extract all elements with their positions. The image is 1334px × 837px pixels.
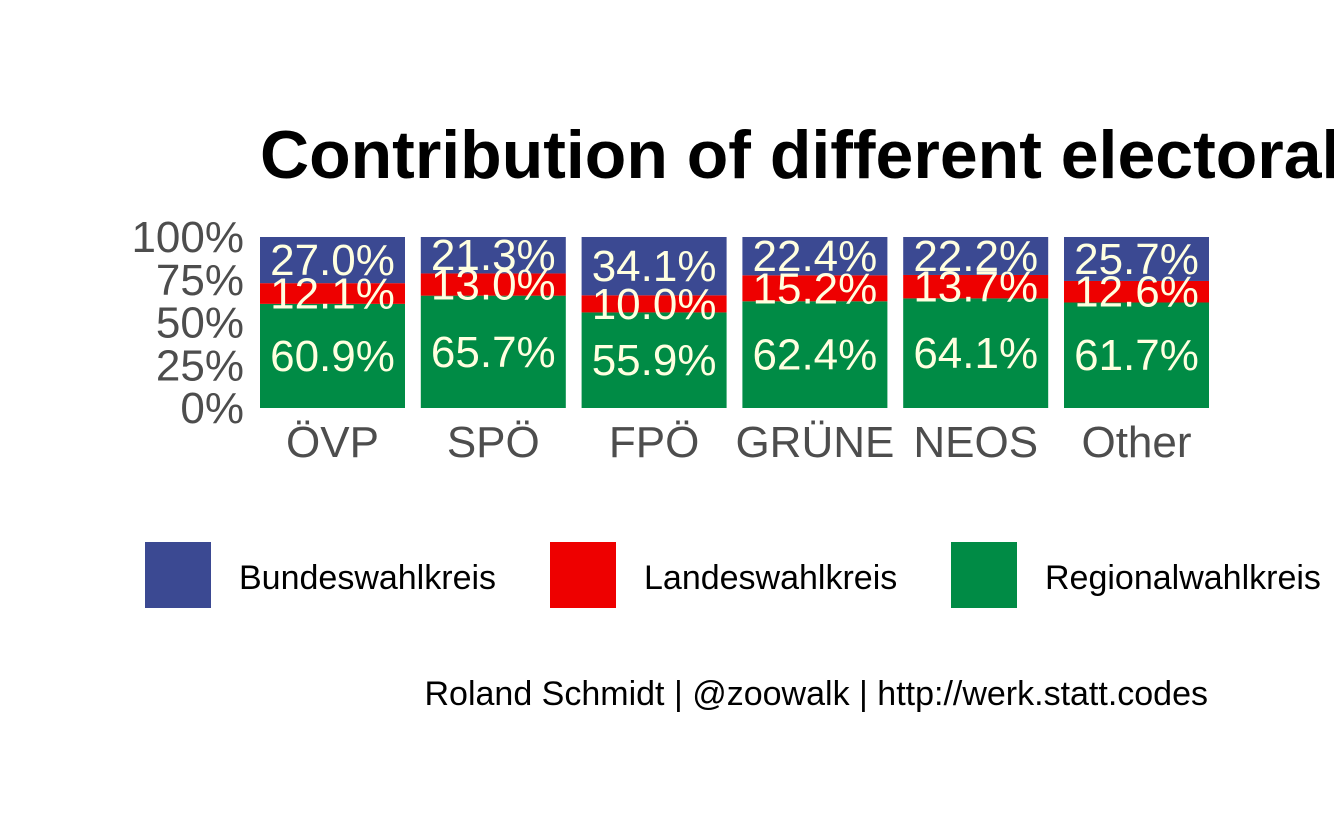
x-tick-label: ÖVP xyxy=(286,418,379,467)
bar-segment-landeswahlkreis xyxy=(1064,280,1209,303)
legend-swatch xyxy=(145,542,211,608)
bar-segment-landeswahlkreis xyxy=(903,274,1049,299)
bar-segment-bundeswahlkreis xyxy=(742,237,888,276)
x-tick-label: GRÜNE xyxy=(735,418,894,467)
data-label: 12.1% xyxy=(270,270,395,319)
x-tick-label: NEOS xyxy=(913,418,1038,467)
bar-segment-regionalwahlkreis xyxy=(1064,302,1209,408)
legend: Bundeswahlkreis Landeswahlkreis Regionalwa… xyxy=(145,542,1321,608)
data-label: 34.1% xyxy=(592,242,717,291)
legend-label: Regionalwahlkreis xyxy=(1045,559,1321,597)
y-axis: 0%25%50%75%100% xyxy=(131,213,244,433)
data-label: 25.7% xyxy=(1074,235,1199,284)
legend-label: Bundeswahlkreis xyxy=(239,559,496,597)
data-label: 21.3% xyxy=(431,231,556,280)
data-label: 62.4% xyxy=(753,331,878,380)
x-tick-label: FPÖ xyxy=(609,418,699,467)
y-tick-label: 100% xyxy=(131,213,244,262)
data-label: 64.1% xyxy=(913,329,1038,378)
y-tick-label: 0% xyxy=(180,384,244,433)
y-tick-label: 25% xyxy=(156,341,244,390)
bar-segment-landeswahlkreis xyxy=(420,273,566,296)
x-tick-label: Other xyxy=(1081,418,1191,467)
data-label: 65.7% xyxy=(431,328,556,377)
bar-segment-regionalwahlkreis xyxy=(581,312,727,408)
data-label: 61.7% xyxy=(1074,331,1199,380)
data-label: 10.0% xyxy=(592,280,717,329)
data-label: 13.0% xyxy=(431,261,556,310)
data-label: 12.6% xyxy=(1074,268,1199,317)
bar-segment-regionalwahlkreis xyxy=(420,295,566,408)
data-label: 15.2% xyxy=(753,264,878,313)
chart-caption: Roland Schmidt | @zoowalk | http://werk.… xyxy=(424,675,1208,713)
bar-segment-landeswahlkreis xyxy=(742,275,888,302)
legend-swatch xyxy=(550,542,616,608)
x-tick-label: SPÖ xyxy=(447,418,540,467)
bar-segment-regionalwahlkreis xyxy=(742,301,888,408)
bar-segment-bundeswahlkreis xyxy=(420,237,566,274)
x-axis: ÖVP SPÖ FPÖ GRÜNE NEOS Other xyxy=(286,418,1191,467)
data-label: 22.4% xyxy=(753,232,878,281)
bar-segment-bundeswahlkreis xyxy=(581,237,727,296)
y-tick-label: 50% xyxy=(156,299,244,348)
bars xyxy=(260,237,1209,408)
data-labels: 60.9% 12.1%27.0% 65.7% 13.0%21.3% 55.9% 10.0%… xyxy=(270,231,1199,385)
data-label: 13.7% xyxy=(913,263,1038,312)
legend-label: Landeswahlkreis xyxy=(644,559,897,597)
chart-title: Contribution of different electoral dist… xyxy=(260,117,1334,193)
data-label: 55.9% xyxy=(592,336,717,385)
legend-swatch xyxy=(951,542,1017,608)
data-label: 60.9% xyxy=(270,332,395,381)
bar-segment-regionalwahlkreis xyxy=(260,303,405,408)
data-label: 22.2% xyxy=(913,232,1038,281)
bar-segment-landeswahlkreis xyxy=(260,283,405,304)
bar-segment-landeswahlkreis xyxy=(581,295,727,313)
bar-segment-bundeswahlkreis xyxy=(1064,237,1209,281)
data-label: 27.0% xyxy=(270,236,395,285)
bar-segment-bundeswahlkreis xyxy=(903,237,1049,275)
bar-segment-regionalwahlkreis xyxy=(903,298,1049,408)
bar-segment-bundeswahlkreis xyxy=(260,237,405,284)
y-tick-label: 75% xyxy=(156,256,244,305)
